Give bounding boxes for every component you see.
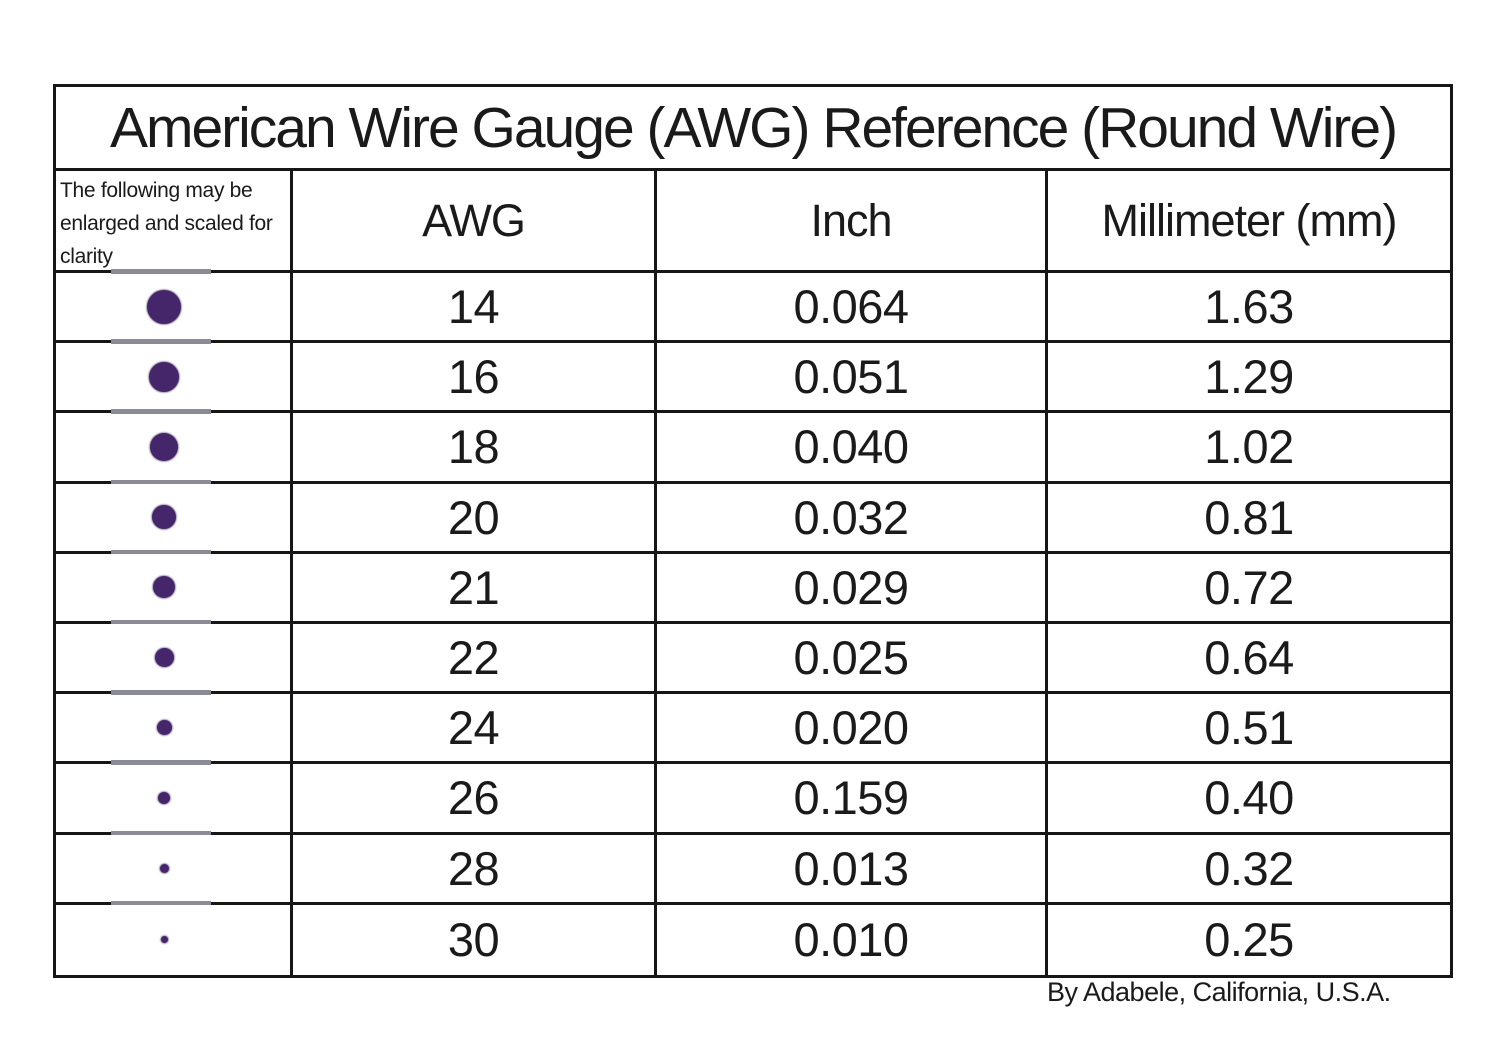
inch-value: 0.029 [657,553,1048,621]
awg-value: 24 [293,694,657,762]
table-title: American Wire Gauge (AWG) Reference (Rou… [56,87,1450,171]
table-row: 22 0.025 0.64 [56,619,1450,695]
mm-value: 0.32 [1204,841,1294,895]
wire-diameter-dot-icon [156,720,172,736]
inch-value: 0.025 [657,623,1048,692]
table-row: 30 0.010 0.25 [56,900,1450,975]
awg-value: 20 [293,483,657,551]
wire-diameter-dot-icon [149,361,179,392]
awg-value: 30 [293,904,657,975]
column-header-mm: Millimeter (mm) [1101,194,1398,246]
awg-value: 26 [293,764,657,832]
mm-value: 0.40 [1204,771,1294,825]
wire-diameter-dot-icon [153,576,175,599]
wire-diameter-dot-icon [158,791,170,804]
mm-value: 0.64 [1204,631,1294,685]
awg-value: 21 [293,553,657,621]
wire-diameter-dot-icon [154,648,174,668]
awg-reference-table: American Wire Gauge (AWG) Reference (Rou… [53,84,1453,978]
wire-dot-cell [56,760,293,832]
table-row: 26 0.159 0.40 [56,760,1450,835]
table-row: 21 0.029 0.72 [56,549,1450,624]
wire-diameter-dot-icon [147,289,181,324]
wire-dot-cell [56,900,293,975]
wire-dot-cell [56,409,293,481]
inch-value: 0.032 [657,483,1048,551]
mm-value: 1.63 [1204,280,1294,334]
table-row: 24 0.020 0.51 [56,690,1450,765]
column-header-inch: Inch [657,171,1048,270]
mm-value: 0.51 [1204,701,1294,755]
wire-diameter-dot-icon [159,863,169,873]
inch-value: 0.040 [657,413,1048,481]
scale-note-line: clarity [60,245,113,268]
inch-value: 0.010 [657,904,1048,975]
awg-value: 28 [293,834,657,902]
mm-value: 0.72 [1204,560,1294,614]
mm-value: 1.02 [1204,420,1294,474]
scale-note: The following may be enlarged and scaled… [56,171,293,270]
wire-diameter-dot-icon [160,936,168,944]
credit-text: By Adabele, California, U.S.A. [1047,977,1391,1007]
awg-value: 14 [293,273,657,341]
table-header-row: The following may be enlarged and scaled… [56,171,1450,273]
awg-value: 18 [293,413,657,481]
mm-value: 0.81 [1204,490,1294,544]
column-header-awg: AWG [293,171,657,270]
inch-value: 0.020 [657,694,1048,762]
scale-note-line: The following may be [60,179,253,202]
wire-dot-cell [56,690,293,762]
wire-diameter-dot-icon [152,505,176,530]
table-row: 14 0.064 1.63 [56,268,1450,344]
inch-value: 0.159 [657,764,1048,832]
inch-value: 0.013 [657,834,1048,902]
awg-value: 22 [293,623,657,692]
wire-dot-cell [56,479,293,551]
table-row: 28 0.013 0.32 [56,830,1450,905]
mm-value: 1.29 [1204,350,1294,404]
table-row: 18 0.040 1.02 [56,409,1450,484]
wire-diameter-dot-icon [150,432,178,461]
wire-dot-cell [56,830,293,902]
table-row: 20 0.032 0.81 [56,479,1450,554]
scale-note-line: enlarged and scaled for [60,212,273,235]
inch-value: 0.064 [657,273,1048,341]
wire-dot-cell [56,549,293,621]
awg-value: 16 [293,343,657,411]
table-row: 16 0.051 1.29 [56,339,1450,414]
mm-value: 0.25 [1204,913,1294,967]
inch-value: 0.051 [657,343,1048,411]
wire-dot-cell [56,339,293,411]
wire-dot-cell [56,268,293,341]
wire-dot-cell [56,619,293,692]
